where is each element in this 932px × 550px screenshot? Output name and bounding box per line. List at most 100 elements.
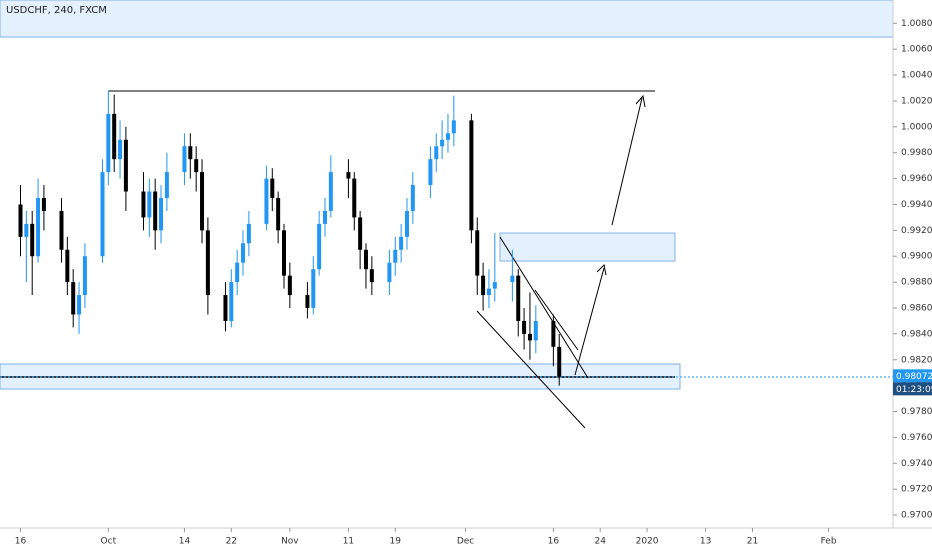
x-tick-label: 21 [747, 537, 758, 547]
candle-body [18, 204, 23, 237]
symbol-title: USDCHF, 240, FXCM [6, 5, 107, 16]
candle-body [235, 262, 240, 283]
candle-body [363, 249, 368, 270]
candle-body [440, 139, 445, 147]
x-tick-label: Feb [821, 537, 837, 547]
candle-body [229, 282, 234, 321]
wedge-lower [476, 310, 586, 429]
candle-body [393, 249, 398, 263]
x-tick-label: 22 [226, 537, 237, 547]
candle-body [557, 346, 562, 377]
countdown-label: 01:23:09 [896, 385, 932, 395]
candle-body [522, 320, 527, 334]
candle-body [276, 198, 281, 231]
candle-body [305, 295, 310, 308]
last-price-box [893, 369, 932, 383]
candle-body [287, 275, 292, 296]
candle-body [346, 172, 351, 179]
candle-body [71, 282, 76, 315]
candle-body [205, 230, 210, 296]
candle-body [492, 282, 497, 289]
candle-body [147, 191, 152, 218]
candle-body [311, 269, 316, 308]
x-tick-label: 24 [594, 537, 606, 547]
candle-body [317, 223, 322, 270]
candle-body [369, 269, 374, 283]
arrow-1 [574, 267, 605, 376]
y-tick-label: 1.00200 [901, 96, 932, 106]
arrow-1-head [596, 263, 607, 276]
drawings [0, 0, 894, 429]
x-tick-label: 2020 [636, 537, 659, 547]
wedge-upper [499, 236, 589, 379]
candle-body [533, 320, 538, 341]
target-zone [499, 232, 676, 262]
candle-body [82, 256, 87, 296]
y-tick-label: 1.00400 [901, 71, 932, 81]
candle-body [282, 230, 287, 276]
candle-body [100, 172, 105, 257]
candle-body [352, 178, 357, 218]
candle-body [516, 275, 521, 321]
candle-body [428, 159, 433, 186]
candle-body [241, 243, 246, 263]
candle-body [41, 198, 46, 211]
candle-body [36, 198, 41, 257]
candle-body [527, 333, 532, 341]
candle-body [510, 275, 515, 283]
x-tick-label: Nov [281, 537, 299, 547]
candle-body [159, 198, 164, 231]
candle-body [246, 223, 251, 244]
x-tick-label: 11 [343, 537, 354, 547]
candle-body [486, 288, 491, 296]
arrow-2-head [635, 94, 646, 108]
x-tick-label: 14 [179, 537, 191, 547]
x-tick-label: 16 [15, 537, 27, 547]
candle-body [164, 172, 169, 198]
candle-body [434, 146, 439, 160]
candle-body [112, 113, 117, 160]
x-tick-label: 19 [390, 537, 402, 547]
last-price-label: 0.98072 [896, 372, 932, 382]
x-tick-label: 16 [548, 537, 560, 547]
y-tick-label: 1.00800 [901, 19, 932, 29]
candle-body [404, 210, 409, 237]
candle-body [387, 262, 392, 283]
candle-body [118, 139, 123, 160]
candle-body [410, 185, 415, 211]
candle-body [141, 191, 146, 218]
candle-body [445, 133, 450, 140]
x-tick-label: Oct [101, 537, 117, 547]
resistance-zone [0, 0, 894, 38]
candle-body [270, 178, 275, 198]
candle-body [30, 223, 35, 257]
candle-body [200, 172, 205, 231]
candle-body [24, 223, 29, 237]
candle-body [188, 146, 193, 160]
y-tick-label: 1.00600 [901, 45, 932, 55]
wedge-inner [534, 289, 579, 351]
candle-body [59, 210, 64, 250]
candle-body [106, 113, 111, 173]
candle-body [77, 295, 82, 315]
candle-body [65, 249, 70, 283]
candle-body [223, 295, 228, 321]
x-tick-label: 13 [700, 537, 711, 547]
candle-body [399, 236, 404, 250]
candle-body [551, 320, 556, 347]
candle-body [475, 230, 480, 276]
